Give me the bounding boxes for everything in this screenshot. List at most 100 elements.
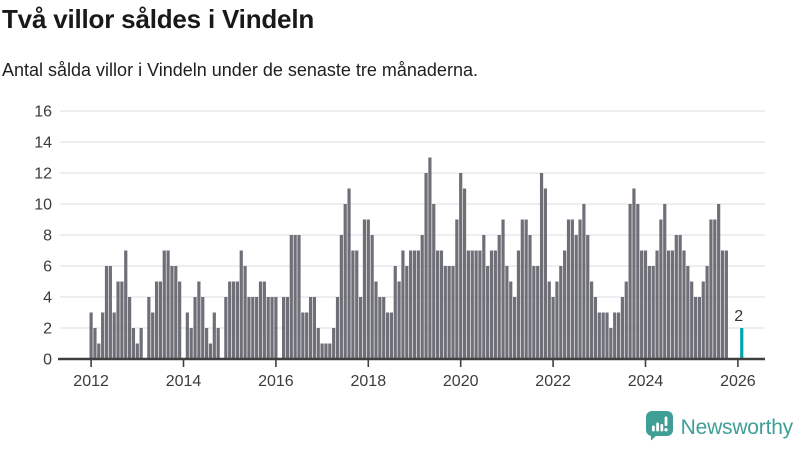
bar [316, 328, 320, 359]
bar [543, 188, 547, 359]
bar [124, 250, 128, 359]
bar [601, 312, 605, 359]
bar [555, 281, 559, 359]
x-tick-label: 2024 [628, 373, 664, 390]
bar [690, 281, 694, 359]
bar [339, 235, 343, 359]
y-tick-label: 12 [34, 166, 52, 183]
bar [593, 297, 598, 359]
bar [597, 312, 601, 359]
bar [158, 281, 162, 359]
newsworthy-bubble-chart-icon [645, 410, 674, 446]
bar [613, 312, 617, 359]
newsworthy-logo-text: Newsworthy [680, 416, 794, 439]
bar [174, 266, 178, 359]
bar [451, 266, 455, 359]
bar [201, 297, 205, 359]
gridlines [60, 110, 765, 329]
bar [328, 343, 332, 359]
bar [385, 312, 390, 359]
bar [412, 250, 417, 359]
bar [409, 250, 413, 359]
bar [497, 235, 501, 359]
bar [547, 281, 551, 359]
bar [362, 219, 367, 359]
bar [170, 266, 174, 359]
y-tick-label: 16 [34, 104, 52, 121]
bar [139, 328, 143, 359]
bar [104, 266, 109, 359]
bar [655, 250, 659, 359]
bar [397, 281, 401, 359]
bar [266, 297, 270, 359]
bar [289, 235, 293, 359]
bar [347, 188, 351, 359]
newsworthy-logo[interactable]: Newsworthy [645, 410, 793, 446]
bar [231, 281, 236, 359]
y-tick-label: 10 [34, 197, 52, 214]
bar [693, 297, 698, 359]
bar [501, 219, 505, 359]
axes [58, 357, 765, 367]
bar [274, 297, 278, 359]
bar [489, 250, 494, 359]
bar [351, 250, 355, 359]
bar [559, 266, 563, 359]
bar [312, 297, 316, 359]
y-tick-label: 14 [34, 135, 52, 152]
highlight-bar [740, 328, 744, 359]
chart-svg: 0 2 4 6 8 10 12 14 16 2012 2014 2016 2018 2020 2022 202… [34, 104, 765, 391]
bar [636, 204, 640, 359]
bar [151, 312, 155, 359]
bar [443, 266, 447, 359]
bar [282, 297, 286, 359]
bar [297, 235, 301, 359]
bar [224, 297, 228, 359]
bar [663, 204, 667, 359]
bar [536, 266, 540, 359]
bar [285, 297, 290, 359]
bar [420, 235, 424, 359]
bar [131, 328, 136, 359]
bar [343, 204, 347, 359]
bar [416, 250, 420, 359]
bar [724, 250, 728, 359]
bar [574, 235, 578, 359]
bar [647, 266, 651, 359]
bar [459, 173, 463, 359]
bar [582, 204, 586, 359]
bar [355, 250, 359, 359]
bar [374, 281, 378, 359]
bar [197, 281, 201, 359]
bar [335, 297, 340, 359]
y-tick-label: 2 [43, 321, 52, 338]
bar [720, 250, 725, 359]
bar [462, 188, 467, 359]
bar [532, 266, 536, 359]
bar [97, 343, 101, 359]
bar [620, 297, 624, 359]
bar [166, 250, 170, 359]
bar [609, 328, 613, 359]
bar [482, 235, 486, 359]
bar [524, 219, 528, 359]
bar [305, 312, 309, 359]
bar [520, 219, 524, 359]
bar [678, 235, 682, 359]
axis-labels: 0 2 4 6 8 10 12 14 16 2012 2014 2016 2018 2020 2022 202… [34, 104, 756, 391]
bar [208, 343, 213, 359]
y-tick-label: 4 [43, 290, 52, 307]
bar [258, 281, 263, 359]
bar [378, 297, 382, 359]
bar [632, 188, 636, 359]
bar [189, 328, 193, 359]
bar [667, 250, 671, 359]
bar [93, 328, 97, 359]
bar [659, 219, 663, 359]
bar [405, 266, 409, 359]
x-tick-label: 2020 [443, 373, 479, 390]
bar [701, 281, 705, 359]
bar [466, 250, 470, 359]
bar [135, 343, 139, 359]
bar [439, 250, 444, 359]
